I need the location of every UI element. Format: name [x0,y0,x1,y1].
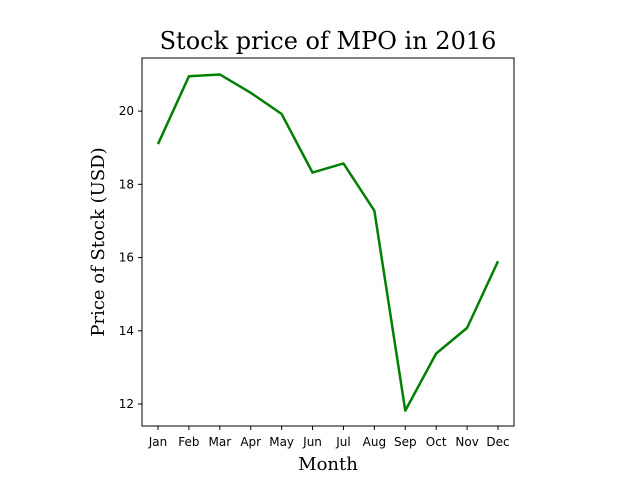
y-tick-label-20: 20 [119,104,134,118]
x-tick-label-feb: Feb [178,435,199,449]
data-point-mar [219,73,222,76]
data-point-nov [466,327,469,330]
data-point-jun [311,171,314,174]
x-tick-label-apr: Apr [240,435,261,449]
data-point-oct [435,352,438,355]
x-tick-label-aug: Aug [363,435,386,449]
x-tick-label-may: May [269,435,294,449]
chart-title: Stock price of MPO in 2016 [160,27,497,55]
data-point-jan [157,143,160,146]
data-point-jul [342,162,345,165]
x-tick-label-jun: Jun [302,435,322,449]
y-tick-label-16: 16 [119,251,134,265]
data-point-apr [249,92,252,95]
x-tick-label-nov: Nov [455,435,478,449]
x-tick-label-sep: Sep [394,435,417,449]
data-point-aug [373,209,376,212]
y-tick-label-14: 14 [119,324,134,338]
plot-area: Jan Feb Mar Apr May Jun Jul Aug Sep Oct Nov Dec 12 14… [119,57,515,449]
x-tick-label-jul: Jul [335,435,350,449]
data-point-dec [497,260,500,263]
y-tick-label-18: 18 [119,177,134,191]
x-tick-label-mar: Mar [208,435,231,449]
x-tick-label-jan: Jan [148,435,168,449]
x-tick-label-oct: Oct [426,435,447,449]
x-axis-label: Month [298,454,358,475]
y-tick-label-12: 12 [119,397,134,411]
axes-frame [141,57,515,427]
data-point-may [280,113,283,116]
series-line [156,73,500,412]
data-point-feb [188,75,191,78]
data-point-sep [404,409,407,412]
x-tick-label-dec: Dec [486,435,509,449]
y-axis-label: Price of Stock (USD) [88,147,109,336]
